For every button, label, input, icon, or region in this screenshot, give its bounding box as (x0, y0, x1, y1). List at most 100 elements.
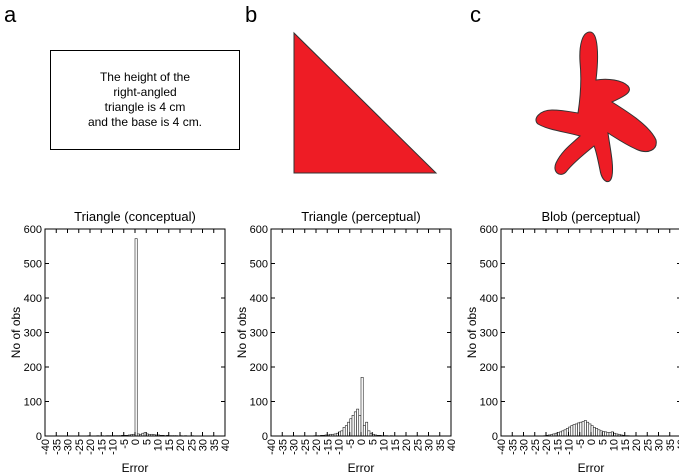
x-tick-label: -25 (530, 439, 542, 455)
y-tick-label: 400 (24, 293, 42, 305)
x-tick-label: -30 (519, 439, 531, 455)
x-tick-label: -35 (51, 439, 63, 455)
chart-title: Triangle (perceptual) (301, 209, 420, 224)
x-tick-label: 5 (141, 439, 153, 445)
x-axis-label: Error (348, 461, 375, 475)
x-tick-label: 35 (209, 439, 221, 451)
x-tick-label: 40 (676, 439, 679, 451)
x-tick-label: -15 (322, 439, 334, 455)
x-tick-label: -20 (311, 439, 323, 455)
panel-letter-c: c (470, 2, 481, 27)
x-tick-label: 25 (412, 439, 424, 451)
histogram-bar (344, 425, 348, 437)
histogram-bar (608, 432, 612, 437)
y-tick-label: 500 (250, 259, 268, 271)
x-tick-label: -25 (74, 439, 86, 455)
x-tick-label: 25 (642, 439, 654, 451)
x-tick-label: -5 (119, 439, 131, 449)
x-tick-label: -30 (63, 439, 75, 455)
x-axis-label: Error (578, 461, 605, 475)
y-axis-label: No of obs (235, 307, 249, 358)
x-tick-label: -15 (552, 439, 564, 455)
x-tick-label: 0 (586, 439, 598, 445)
y-axis-label: No of obs (9, 307, 23, 358)
histogram-bar (572, 424, 576, 437)
y-axis-label: No of obs (465, 307, 479, 358)
x-tick-label: 15 (390, 439, 402, 451)
histogram-bar (365, 421, 369, 437)
x-tick-label: 30 (198, 439, 210, 451)
y-tick-label: 200 (250, 362, 268, 374)
y-tick-label: 0 (36, 431, 42, 443)
y-tick-label: 500 (480, 259, 498, 271)
y-tick-label: 0 (262, 431, 268, 443)
histogram-bar (570, 425, 574, 437)
stimulus-line-3: triangle is 4 cm (104, 100, 186, 114)
x-tick-label: 10 (153, 439, 165, 451)
y-tick-label: 400 (480, 293, 498, 305)
x-tick-label: 10 (609, 439, 621, 451)
x-tick-label: -10 (108, 439, 120, 455)
stimulus-line-2: right-angled (113, 85, 177, 99)
chart-title: Blob (perceptual) (542, 209, 641, 224)
x-tick-label: 35 (435, 439, 447, 451)
x-tick-label: -35 (277, 439, 289, 455)
x-tick-label: 25 (186, 439, 198, 451)
y-tick-label: 500 (24, 259, 42, 271)
x-tick-label: -35 (507, 439, 519, 455)
histogram-bar (362, 425, 366, 437)
x-tick-label: 0 (130, 439, 142, 445)
x-tick-label: -20 (85, 439, 97, 455)
x-tick-label: 15 (164, 439, 176, 451)
histogram-bar (134, 238, 138, 437)
x-tick-label: 15 (620, 439, 632, 451)
histogram-bar (360, 377, 364, 437)
x-tick-label: -15 (96, 439, 108, 455)
histogram-bar (606, 432, 610, 437)
y-tick-label: 300 (250, 328, 268, 340)
histogram-bar (574, 423, 578, 437)
x-tick-label: 20 (631, 439, 643, 451)
x-axis-label: Error (122, 461, 149, 475)
histogram-bar (340, 430, 344, 437)
y-tick-label: 200 (24, 362, 42, 374)
histogram-bar (597, 429, 601, 437)
y-tick-label: 100 (480, 397, 498, 409)
stimulus-line-1: The height of the (99, 70, 191, 84)
y-tick-label: 100 (250, 397, 268, 409)
x-tick-label: -5 (575, 439, 587, 449)
x-tick-label: 20 (401, 439, 413, 451)
x-tick-label: 5 (367, 439, 379, 445)
y-tick-label: 0 (492, 431, 498, 443)
y-tick-label: 400 (250, 293, 268, 305)
y-tick-label: 600 (250, 224, 268, 236)
x-tick-label: -10 (564, 439, 576, 455)
red-blob-shape (535, 31, 657, 183)
x-tick-label: 40 (220, 439, 232, 451)
panel-letter-b: b (245, 2, 258, 27)
x-tick-label: 0 (356, 439, 368, 445)
histogram-bar (581, 421, 585, 437)
histogram-bar (595, 428, 599, 437)
histogram-bar (563, 429, 567, 437)
x-tick-label: 40 (446, 439, 458, 451)
histogram-bar (559, 431, 563, 437)
y-tick-label: 200 (480, 362, 498, 374)
x-tick-label: 10 (379, 439, 391, 451)
histogram-bar (583, 420, 587, 437)
x-tick-label: 30 (424, 439, 436, 451)
stimulus-text-box: The height of the right-angled triangle … (50, 50, 240, 150)
histogram-bar (367, 430, 371, 437)
panel-letter-a: a (4, 2, 17, 27)
x-tick-label: -30 (289, 439, 301, 455)
y-tick-label: 100 (24, 397, 42, 409)
histogram-bar (353, 411, 357, 437)
x-tick-label: -40 (40, 439, 52, 455)
x-tick-label: 20 (175, 439, 187, 451)
histogram-bar (356, 408, 360, 437)
y-tick-label: 600 (24, 224, 42, 236)
x-tick-label: 5 (597, 439, 609, 445)
x-tick-label: 35 (665, 439, 677, 451)
x-tick-label: -40 (496, 439, 508, 455)
